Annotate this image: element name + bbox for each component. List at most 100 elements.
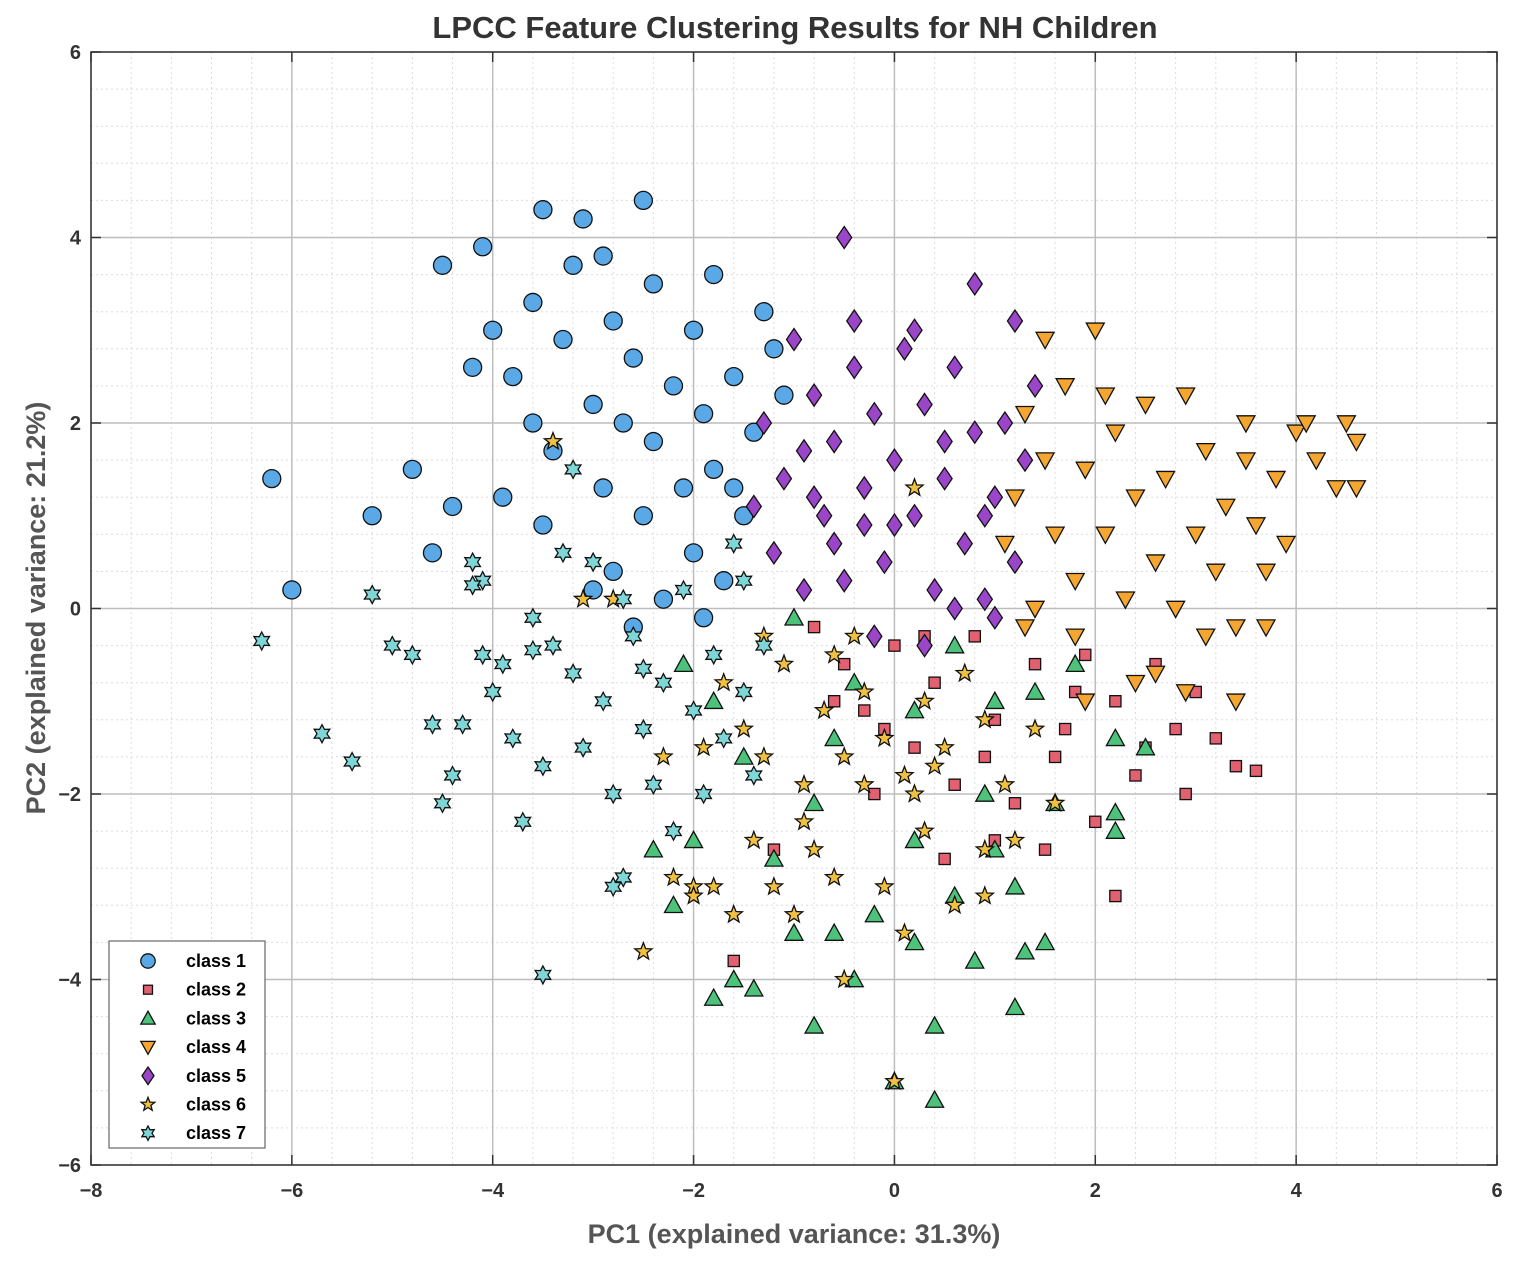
data-point (805, 485, 823, 510)
data-point (533, 964, 552, 986)
series-class-3 (643, 607, 1156, 1108)
data-point (1028, 657, 1042, 671)
data-point (624, 625, 643, 647)
data-point (564, 458, 583, 480)
series-class-6 (542, 430, 1066, 1091)
data-point (886, 512, 903, 538)
data-point (1044, 792, 1066, 813)
data-point (603, 311, 623, 331)
data-point (1014, 941, 1036, 960)
data-point (743, 829, 765, 850)
data-point (533, 515, 553, 535)
data-point (1129, 769, 1142, 782)
data-points (252, 190, 1367, 1108)
data-point (673, 478, 694, 498)
x-tick-label: 6 (1491, 1180, 1502, 1202)
data-point (904, 477, 925, 497)
data-point (583, 580, 603, 600)
data-point (1065, 572, 1086, 592)
data-point (653, 589, 674, 609)
data-point (1024, 600, 1046, 619)
data-point (683, 543, 704, 563)
data-point (1229, 759, 1243, 773)
data-point (753, 746, 775, 766)
legend-entry: class 1 (186, 951, 246, 971)
data-point (714, 571, 734, 591)
data-point (1346, 480, 1367, 499)
data-point (956, 531, 974, 556)
data-point (523, 607, 542, 629)
data-point (724, 478, 744, 498)
series-class-7 (252, 458, 773, 986)
data-point (1235, 452, 1257, 471)
x-axis-label: PC1 (explained variance: 31.3%) (588, 1219, 1001, 1249)
data-point (1089, 815, 1102, 829)
data-point (884, 1070, 905, 1091)
data-point (734, 570, 753, 592)
y-tick-label: −4 (58, 970, 82, 992)
data-point (643, 431, 664, 452)
data-point (1275, 535, 1297, 554)
series-class-4 (994, 322, 1367, 712)
data-point (683, 830, 704, 849)
data-point (533, 755, 552, 777)
data-point (1016, 447, 1034, 473)
data-point (954, 662, 976, 683)
data-point (813, 699, 835, 720)
legend-entry: class 4 (186, 1037, 246, 1057)
data-point (1255, 563, 1277, 582)
data-point (584, 551, 603, 573)
data-point (1286, 424, 1307, 443)
data-point (976, 503, 994, 528)
data-point (1004, 876, 1026, 895)
data-point (938, 852, 951, 866)
data-point (815, 503, 833, 528)
data-point (523, 639, 542, 661)
data-point (904, 700, 925, 719)
data-point (643, 839, 664, 858)
data-point (693, 404, 714, 424)
data-point (422, 543, 443, 563)
data-point (783, 903, 805, 924)
data-point (433, 792, 452, 814)
data-point (583, 394, 603, 415)
data-point (964, 950, 985, 969)
data-point (926, 577, 943, 603)
data-point (795, 438, 813, 463)
data-point (908, 741, 921, 754)
data-point (713, 671, 735, 692)
data-point (1068, 685, 1082, 699)
data-point (1034, 932, 1056, 951)
x-tick-label: −4 (481, 1180, 505, 1202)
y-tick-label: 2 (70, 413, 81, 435)
data-point (572, 588, 594, 609)
data-point (493, 653, 512, 675)
data-point (553, 329, 573, 350)
data-point (986, 605, 1004, 630)
data-point (1195, 442, 1216, 462)
data-point (1004, 996, 1026, 1016)
data-point (845, 308, 863, 334)
data-point (974, 885, 996, 905)
chart-title: LPCC Feature Clustering Results for NH C… (432, 10, 1157, 45)
x-tick-label: 4 (1291, 1180, 1303, 1202)
data-point (593, 246, 613, 266)
data-point (906, 318, 923, 343)
data-point (856, 512, 873, 538)
data-point (483, 681, 502, 703)
data-point (1065, 653, 1086, 672)
data-point (994, 773, 1016, 794)
data-point (1225, 693, 1246, 712)
data-point (704, 264, 724, 285)
data-point (723, 969, 744, 988)
data-point (1105, 424, 1126, 443)
data-point (634, 658, 653, 680)
data-point (1105, 820, 1126, 839)
data-point (844, 672, 865, 691)
y-tick-label: 0 (70, 599, 81, 621)
data-point (976, 587, 994, 612)
legend-marker (139, 1095, 157, 1112)
data-point (1058, 722, 1072, 736)
data-point (1215, 498, 1236, 517)
